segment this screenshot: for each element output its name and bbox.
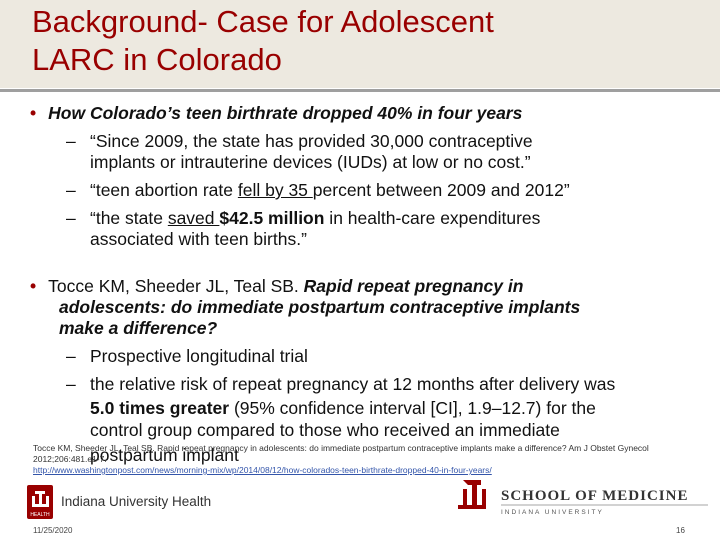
bullet-1: • How Colorado’s teen birthrate dropped 4… (30, 103, 522, 124)
title-bar (0, 0, 720, 88)
bullet-glyph: • (30, 276, 37, 296)
school-of-medicine-logo-graphic: SCHOOL OF MEDICINE INDIANA UNIVERSITY (458, 480, 708, 516)
bullet-2-title-line-2: adolescents: do immediate postpartum con… (59, 297, 581, 317)
slide-title: Background- Case for Adolescent LARC in … (32, 3, 712, 79)
bullet-1-sub-1: – (66, 131, 76, 152)
indiana-university-text: INDIANA UNIVERSITY (501, 509, 604, 516)
bullet-1-sub-2-dash: – (66, 180, 76, 201)
bullet-2-sub-2-line-4: postpartum implant (90, 445, 239, 465)
iu-health-logo: HEALTH Indiana University Health (27, 485, 267, 526)
bullet-1-heading: How Colorado’s teen birthrate dropped 40… (48, 103, 523, 123)
sub-3-text-b: in health-care expenditures (324, 208, 541, 228)
bullet-2-title-line-3: make a difference? (59, 318, 218, 338)
dash: – (66, 374, 76, 394)
bullet-2-sub-2-line-2: 5.0 times greater (95% confidence interv… (90, 398, 596, 419)
sub-2-rest: (95% confidence interval [CI], 1.9–12.7)… (229, 398, 596, 418)
footnote-line-1: Tocce KM, Sheeder JL, Teal SB. Rapid rep… (33, 443, 649, 453)
footnote-link[interactable]: http://www.washingtonpost.com/news/morni… (33, 465, 492, 475)
title-divider (0, 89, 720, 92)
sub-2-text-b: percent between 2009 and 2012” (312, 180, 570, 200)
bullet-2-sub-2-dash: – (66, 374, 76, 395)
sub-2-bold: 5.0 times greater (90, 398, 230, 418)
bullet-2-authors: Tocce KM, Sheeder JL, Teal SB. (48, 276, 304, 296)
sub-3-bold: $42.5 million (219, 208, 325, 228)
school-of-medicine-logo: SCHOOL OF MEDICINE INDIANA UNIVERSITY (458, 480, 718, 525)
dash: – (66, 346, 76, 366)
sub-3-text-a: “the state (90, 208, 168, 228)
bullet-2-sub-1-dash: – (66, 346, 76, 367)
bullet-1-sub-3: “the state saved $42.5 million in health… (90, 208, 540, 229)
bullet-1-sub-1-line-1: “Since 2009, the state has provided 30,0… (90, 131, 533, 151)
bullet-1-sub-3-dash: – (66, 208, 76, 229)
bullet-1-sub-3-line-2: associated with teen births.” (90, 229, 307, 249)
bullet-2-title-line-2-wrap: adolescents: do immediate postpartum con… (59, 297, 580, 318)
bullet-2-title-line-1: Rapid repeat pregnancy in (303, 276, 524, 296)
bullet-2: • Tocce KM, Sheeder JL, Teal SB. Rapid re… (30, 276, 523, 297)
title-line-1: Background- Case for Adolescent (32, 4, 494, 39)
iu-health-logo-graphic: HEALTH Indiana University Health (27, 485, 211, 519)
slide-date: 11/25/2020 (33, 526, 73, 535)
footnote-line-2: 2012;206:481.e1-7. (33, 454, 107, 464)
bullet-2-sub-2-line-3: control group compared to those who rece… (90, 420, 560, 440)
bullet-2-sub-1: Prospective longitudinal trial (90, 346, 308, 366)
page-number: 16 (676, 526, 685, 535)
dash: – (66, 131, 76, 151)
logo-small-text: HEALTH (30, 512, 50, 518)
bullet-2-title-line-3-wrap: make a difference? (59, 318, 217, 339)
bullet-1-sub-1-line-2: implants or intrauterine devices (IUDs) … (90, 152, 531, 172)
bullet-1-sub-2: “teen abortion rate fell by 35 percent b… (90, 180, 570, 201)
dash: – (66, 208, 76, 228)
sub-2-text-a: “teen abortion rate (90, 180, 238, 200)
sub-2-underlined: fell by 35 (237, 180, 313, 200)
title-line-2: LARC in Colorado (32, 42, 282, 77)
bullet-glyph: • (30, 103, 37, 123)
sub-3-underlined: saved (167, 208, 220, 228)
bullet-2-sub-2-line-1: the relative risk of repeat pregnancy at… (90, 374, 616, 394)
school-of-medicine-text: SCHOOL OF MEDICINE (501, 488, 688, 504)
iu-health-logo-text: Indiana University Health (61, 494, 211, 509)
dash: – (66, 180, 76, 200)
